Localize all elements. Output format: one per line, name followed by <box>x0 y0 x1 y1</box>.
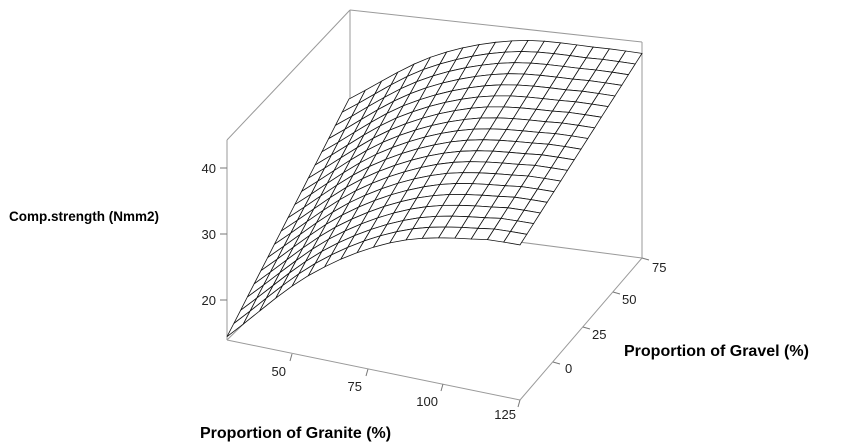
z-tick-label: 40 <box>202 161 216 176</box>
y-tick-mark <box>613 292 620 294</box>
z-tick-label: 30 <box>202 227 216 242</box>
y-tick-label: 0 <box>565 361 572 376</box>
y-tick-mark <box>583 327 590 329</box>
surface-mesh <box>227 40 642 336</box>
x-tick-label: 50 <box>272 364 286 379</box>
y-tick-label: 75 <box>652 260 666 275</box>
x-tick-label: 100 <box>416 394 438 409</box>
x-axis-title: Proportion of Granite (%) <box>200 425 391 442</box>
box-edge-top-back <box>227 10 350 140</box>
x-tick-mark <box>441 384 443 391</box>
y-tick-label: 50 <box>622 292 636 307</box>
x-tick-label: 125 <box>494 407 516 422</box>
y-tick-label: 25 <box>592 327 606 342</box>
x-tick-label: 75 <box>348 379 362 394</box>
y-tick-mark <box>642 258 649 260</box>
box-edge-top-right <box>350 10 642 42</box>
x-tick-mark <box>366 369 368 376</box>
z-tick-label: 20 <box>202 293 216 308</box>
z-axis: 20 30 40 Comp.strength (Nmm2) <box>9 161 227 308</box>
z-axis-title: Comp.strength (Nmm2) <box>9 209 159 224</box>
x-tick-mark <box>290 354 292 361</box>
x-tick-mark <box>518 400 520 407</box>
y-axis-title: Proportion of Gravel (%) <box>624 343 809 360</box>
y-tick-mark <box>553 362 560 364</box>
y-axis-line <box>520 258 642 400</box>
